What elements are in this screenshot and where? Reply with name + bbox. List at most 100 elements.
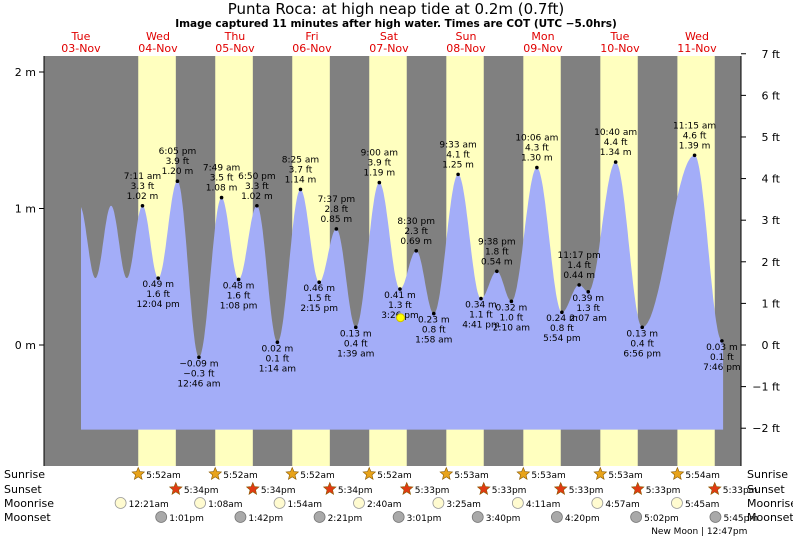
moonset-icon — [471, 511, 484, 523]
moonset-icon — [313, 511, 326, 523]
tide-label: 4:41 pm — [462, 321, 500, 331]
tide-label: 0.32 m — [496, 303, 528, 313]
tide-label: 1.08 m — [206, 184, 238, 194]
right-tick-label: −2 ft — [752, 422, 780, 435]
tide-label: 0.24 m — [546, 314, 578, 324]
tide-label: 1.8 ft — [485, 247, 509, 257]
tide-label: 11:15 am — [673, 121, 716, 131]
sunrise-time: 5:52am — [146, 471, 181, 481]
moonset-time: 3:01pm — [407, 514, 442, 524]
tide-label: 0.46 m — [303, 284, 335, 294]
sunset-row-label-right: Sunset — [747, 483, 785, 496]
moonset-icon — [630, 511, 643, 523]
tide-label: 1.4 ft — [567, 261, 591, 271]
left-tick-label: 2 m — [15, 66, 36, 79]
tide-label: 4.1 ft — [446, 150, 470, 160]
tide-label: 0.8 ft — [422, 326, 446, 336]
day-weekday-label: Mon — [531, 30, 554, 43]
moonset-time: 5:02pm — [644, 514, 679, 524]
moonrise-icon — [671, 497, 683, 509]
moonrise-row-label-right: Moonrise — [747, 497, 793, 510]
tide-label: 0.13 m — [340, 329, 372, 339]
moonrise-row-label-left: Moonrise — [4, 497, 54, 510]
sunset-time: 5:33pm — [492, 486, 527, 496]
tide-point — [479, 296, 483, 301]
tide-label: 0.1 ft — [266, 354, 290, 364]
sunset-icon — [630, 481, 645, 495]
tide-point — [255, 203, 259, 208]
day-date-label: 05-Nov — [215, 42, 255, 55]
right-tick-label: 0 ft — [762, 339, 781, 352]
tide-label: 3.3 ft — [245, 182, 269, 192]
tide-label: 11:17 pm — [558, 251, 601, 261]
sunset-time: 5:33pm — [723, 486, 758, 496]
moonset-time: 1:42pm — [248, 514, 283, 524]
day-weekday-label: Wed — [685, 30, 709, 43]
tide-point — [175, 179, 180, 183]
tide-point — [431, 311, 436, 316]
tide-label: 0.23 m — [418, 316, 450, 326]
sunrise-time: 5:53am — [454, 471, 489, 481]
tide-label: −0.09 m — [179, 359, 218, 369]
sunset-icon — [553, 481, 568, 495]
tide-label: 6:05 pm — [159, 147, 197, 157]
day-labels: Tue03-NovWed04-NovThu05-NovFri06-NovSat0… — [61, 30, 717, 55]
tide-point — [509, 299, 514, 304]
right-tick-label: 4 ft — [762, 173, 781, 186]
sunrise-time: 5:52am — [223, 471, 257, 481]
moonset-time: 5:45pm — [723, 514, 758, 524]
tide-point — [353, 325, 358, 330]
tide-point — [495, 269, 499, 274]
moonrise-icon — [511, 497, 524, 509]
tide-label: 0.48 m — [223, 281, 255, 291]
moonset-time: 1:01pm — [169, 514, 204, 524]
tide-label: 4.4 ft — [604, 138, 628, 148]
sunset-time: 5:34pm — [261, 486, 296, 496]
day-date-label: 07-Nov — [369, 42, 409, 55]
sunrise-icon — [131, 466, 146, 480]
moonset-time: 4:20pm — [565, 514, 600, 524]
moonrise-icon — [353, 497, 365, 509]
tide-label: 8:30 pm — [397, 217, 435, 227]
tide-label: 0.1 ft — [710, 353, 734, 363]
tide-label: 1.3 ft — [388, 301, 412, 311]
tide-label: 7:46 pm — [703, 363, 741, 373]
sunrise-time: 5:52am — [377, 471, 412, 481]
sunrise-icon — [362, 466, 377, 480]
moonset-icon — [550, 511, 563, 523]
moonrise-time: 4:57am — [605, 500, 640, 510]
sunrise-time: 5:53am — [531, 471, 566, 481]
moonset-icon — [709, 511, 722, 523]
tide-label: 1.19 m — [363, 169, 395, 179]
tide-point — [577, 283, 581, 287]
right-tick-label: −1 ft — [752, 381, 780, 394]
tide-label: 1.6 ft — [146, 290, 170, 300]
tide-label: 0.03 m — [706, 343, 738, 353]
tide-label: 1.39 m — [679, 141, 711, 151]
tide-label: 7:37 pm — [318, 195, 356, 205]
right-tick-label: 1 ft — [762, 297, 781, 310]
moonset-time: 2:21pm — [328, 514, 363, 524]
tide-point — [456, 172, 460, 177]
current-tide-marker — [396, 313, 406, 323]
tide-label: −0.3 ft — [183, 369, 215, 379]
sunset-time: 5:34pm — [338, 486, 373, 496]
right-tick-label: 6 ft — [762, 89, 781, 102]
tide-point — [586, 289, 591, 294]
moonset-row-label-left: Moonset — [4, 511, 51, 524]
tide-point — [535, 165, 539, 170]
moonset-icon — [234, 511, 247, 523]
tide-label: 0.69 m — [400, 237, 432, 247]
day-weekday-label: Wed — [146, 30, 170, 43]
day-weekday-label: Fri — [305, 30, 318, 43]
moonrise-icon — [273, 497, 286, 509]
tide-label: 0.4 ft — [630, 339, 654, 349]
moonset-time: 3:40pm — [486, 514, 521, 524]
tide-label: 9:33 am — [439, 140, 476, 150]
tide-label: 3.9 ft — [166, 157, 190, 167]
tide-label: 7:49 am — [203, 164, 240, 174]
sunrise-row-label-right: Sunrise — [747, 468, 788, 481]
tide-label: 1.30 m — [521, 154, 553, 164]
tide-label: 3.9 ft — [367, 159, 391, 169]
